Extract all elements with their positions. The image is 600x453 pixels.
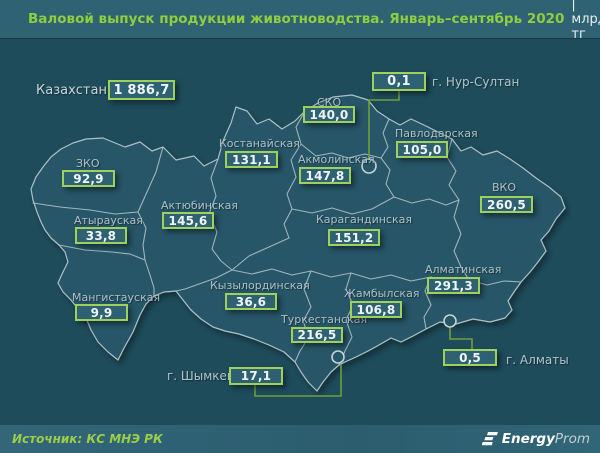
region-value-atyrau: 33,8 bbox=[75, 227, 127, 244]
city-value-nur-sultan: 0,1 bbox=[372, 72, 426, 91]
region-value-zhambyl: 106,8 bbox=[350, 301, 402, 318]
city-label-shymkent: г. Шымкент bbox=[167, 369, 242, 383]
unit-label: | млрд тг bbox=[571, 0, 600, 42]
region-label-pavlodar: Павлодарская bbox=[395, 127, 478, 140]
region-label-almaty-region: Алматинская bbox=[425, 263, 502, 276]
region-value-kyzylorda: 36,6 bbox=[225, 293, 277, 310]
region-value-almaty-region: 291,3 bbox=[427, 277, 480, 294]
region-label-mangystau: Мангистауская bbox=[72, 291, 161, 304]
region-label-kyzylorda: Кызылординская bbox=[210, 279, 310, 292]
region-label-sko: СКО bbox=[317, 96, 342, 109]
region-value-aktobe: 145,6 bbox=[162, 212, 214, 229]
region-label-akmola: Акмолинская bbox=[298, 153, 375, 166]
energyprom-logo: EnergyProm bbox=[481, 431, 590, 447]
region-label-turkestan: Туркестанская bbox=[281, 313, 368, 326]
region-label-kostanay: Костанайская bbox=[219, 137, 300, 150]
total-value-box: 1 886,7 bbox=[108, 80, 175, 100]
city-markers bbox=[331, 158, 457, 364]
city-label-almaty: г. Алматы bbox=[506, 353, 569, 367]
region-label-karaganda: Карагандинская bbox=[316, 213, 412, 226]
city-label-nur-sultan: г. Нур-Султан bbox=[432, 75, 520, 89]
marker-nur-sultan bbox=[361, 158, 377, 174]
region-value-akmola: 147,8 bbox=[299, 167, 351, 184]
title-bar: Валовой выпуск продукции животноводства.… bbox=[0, 0, 600, 42]
energyprom-logo-icon bbox=[481, 432, 498, 446]
total-label: Казахстан bbox=[36, 83, 107, 98]
region-value-sko: 140,0 bbox=[303, 106, 355, 123]
leader-lines bbox=[254, 91, 473, 397]
marker-shymkent bbox=[331, 350, 345, 364]
region-value-pavlodar: 105,0 bbox=[396, 141, 448, 158]
region-value-turkestan: 216,5 bbox=[291, 327, 343, 343]
region-label-zhambyl: Жамбылская bbox=[344, 287, 420, 300]
leader-nur-sultan bbox=[368, 91, 400, 158]
energyprom-logo-text: EnergyProm bbox=[501, 431, 590, 447]
city-value-shymkent: 17,1 bbox=[229, 367, 283, 385]
region-label-aktobe: Актюбинская bbox=[161, 199, 239, 212]
region-value-kostanay: 131,1 bbox=[225, 151, 278, 168]
region-label-atyrau: Атырауская bbox=[74, 214, 143, 227]
region-value-vko: 260,5 bbox=[480, 196, 533, 213]
leader-almaty bbox=[449, 327, 473, 350]
city-value-almaty: 0,5 bbox=[443, 349, 497, 366]
footer-bar: Источник: КС МНЭ РК EnergyProm bbox=[0, 425, 600, 453]
region-label-zko: ЗКО bbox=[76, 157, 100, 170]
region-value-zko: 92,9 bbox=[62, 170, 115, 187]
leader-shymkent bbox=[254, 364, 342, 397]
marker-almaty bbox=[443, 314, 457, 328]
region-label-vko: ВКО bbox=[492, 181, 517, 194]
page-title: Валовой выпуск продукции животноводства.… bbox=[28, 11, 565, 27]
region-value-mangystau: 9,9 bbox=[75, 304, 128, 321]
country-outline bbox=[30, 94, 566, 392]
source-note: Источник: КС МНЭ РК bbox=[12, 432, 163, 446]
region-value-karaganda: 151,2 bbox=[328, 229, 380, 246]
